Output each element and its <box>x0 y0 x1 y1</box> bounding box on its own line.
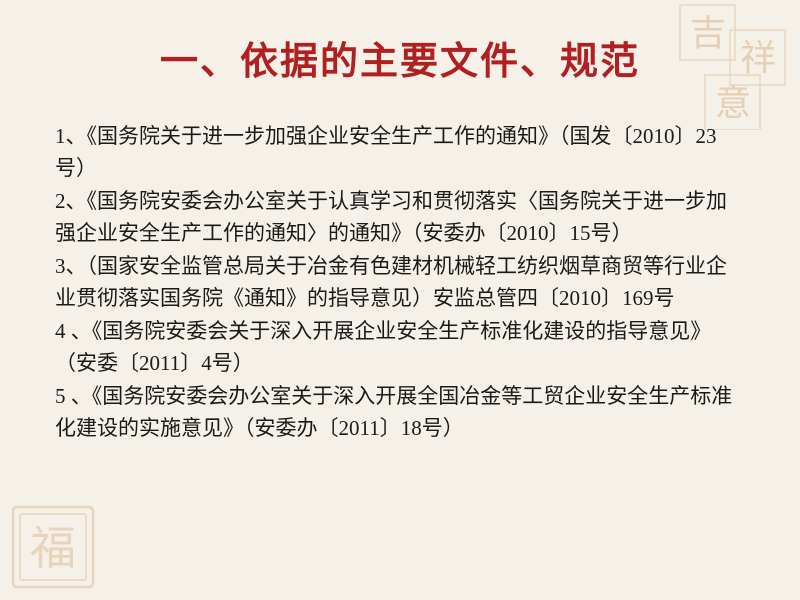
list-item: 4 、《国务院安委会关于深入开展企业安全生产标准化建设的指导意见》 （安委〔20… <box>55 316 745 379</box>
list-item: 5 、《国务院安委会办公室关于深入开展全国冶金等工贸企业安全生产标准化建设的实施… <box>55 381 745 444</box>
slide-title: 一、依据的主要文件、规范 <box>55 30 745 85</box>
list-item: 1、《国务院关于进一步加强企业安全生产工作的通知》（国发〔2010〕23号） <box>55 121 745 184</box>
list-item: 3、（国家安全监管总局关于冶金有色建材机械轻工纺织烟草商贸等行业企业贯彻落实国务… <box>55 251 745 314</box>
list-item: 2、《国务院安委会办公室关于认真学习和贯彻落实〈国务院关于进一步加强企业安全生产… <box>55 186 745 249</box>
slide-content: 一、依据的主要文件、规范 1、《国务院关于进一步加强企业安全生产工作的通知》（国… <box>0 0 800 600</box>
body-text: 1、《国务院关于进一步加强企业安全生产工作的通知》（国发〔2010〕23号） 2… <box>55 121 745 444</box>
